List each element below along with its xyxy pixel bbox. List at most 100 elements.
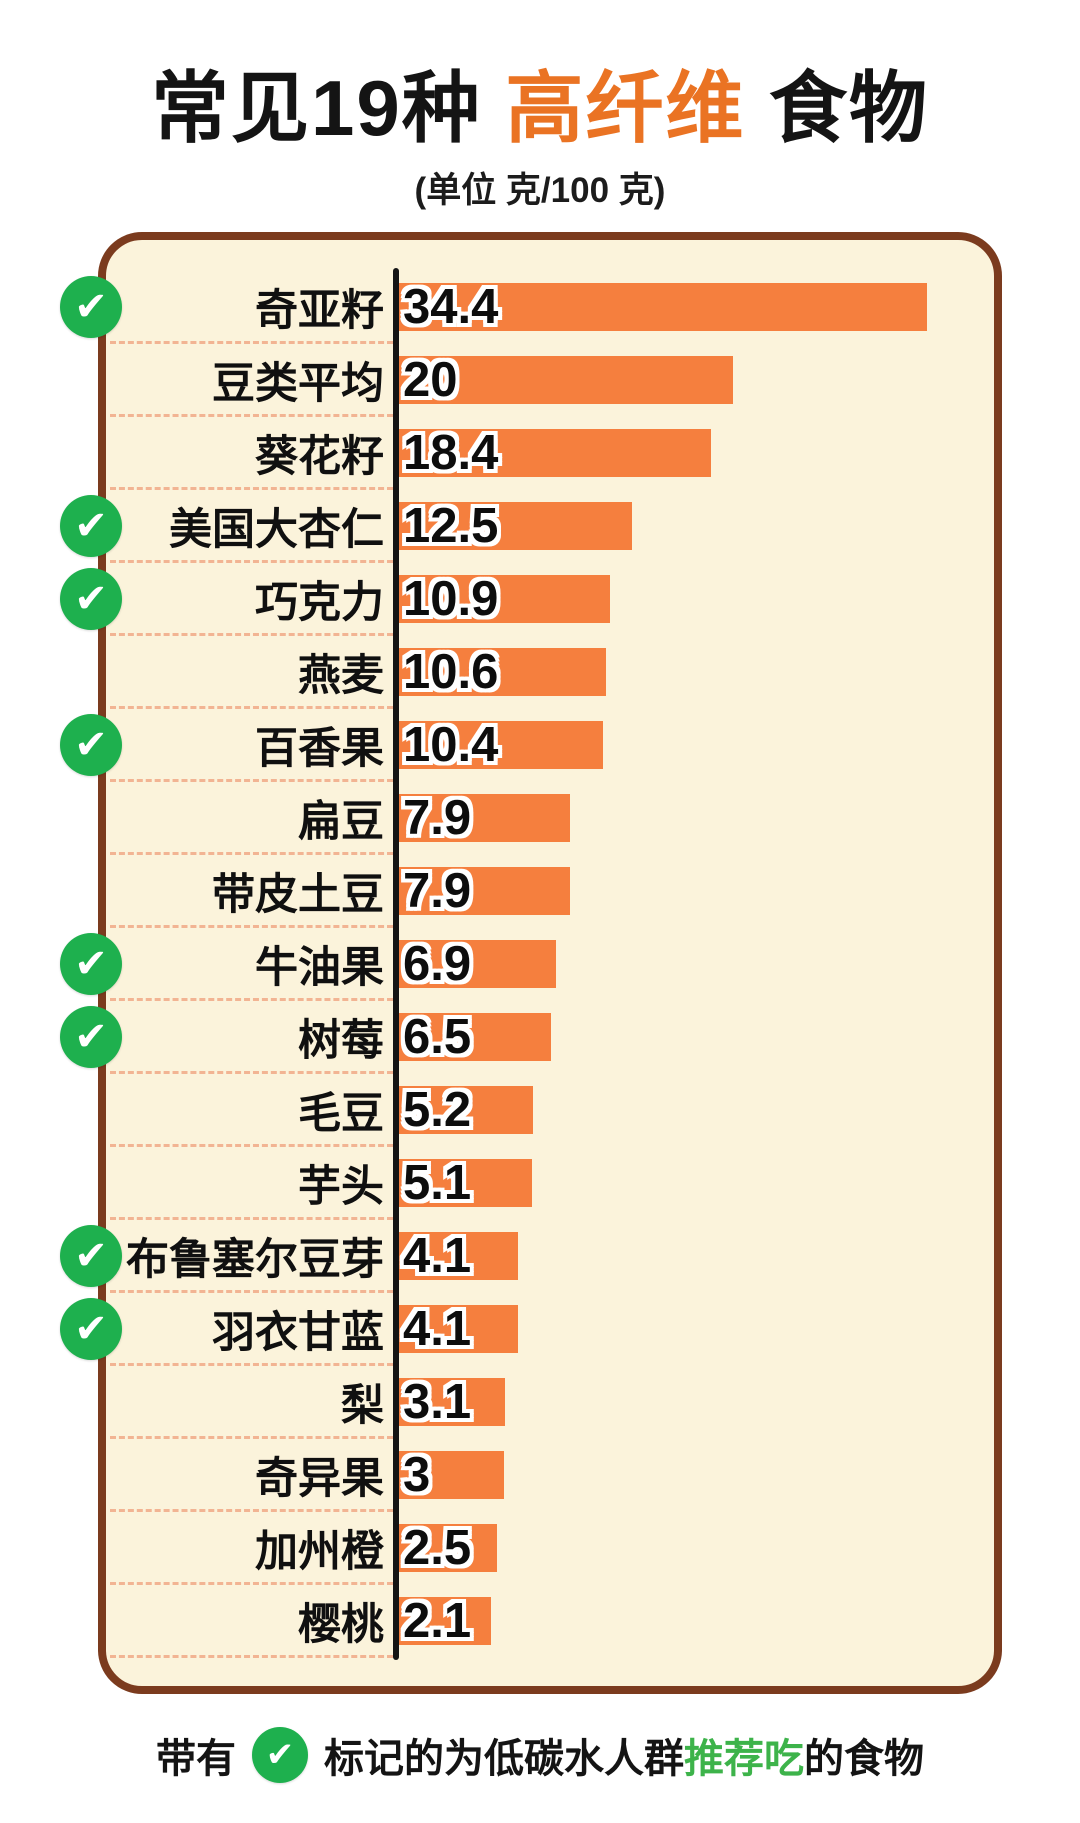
recommended-check-icon: ✔: [60, 713, 122, 776]
fiber-bar: [399, 282, 927, 331]
food-label: 牛油果: [255, 943, 384, 992]
fiber-value: 2.5: [403, 1520, 472, 1575]
fiber-bar: [399, 1450, 504, 1499]
fiber-bar: [399, 720, 603, 769]
food-label: 葵花籽: [255, 432, 384, 481]
fiber-value: 10.9: [403, 571, 499, 626]
chart-row: 梨 3.1: [106, 1365, 994, 1439]
page-title: 常见19种 高纤维 食物: [0, 46, 1080, 158]
chart-row: 带皮土豆 7.9: [106, 854, 994, 928]
fiber-value: 6.9: [403, 936, 472, 991]
fiber-value: 5.1: [403, 1155, 472, 1210]
row-divider: [110, 1509, 393, 1512]
recommended-check-icon: ✔: [60, 1297, 122, 1360]
food-label: 毛豆: [298, 1089, 384, 1138]
fiber-bar: [399, 1596, 491, 1645]
legend-text-before: 带有: [156, 1737, 236, 1781]
row-divider: [110, 1436, 393, 1439]
chart-row: ✔ 百香果 10.4: [60, 708, 994, 782]
recommended-check-icon: ✔: [60, 1005, 122, 1068]
food-label: 百香果: [255, 724, 384, 773]
row-divider: [110, 779, 393, 782]
fiber-bar: [399, 1085, 533, 1134]
fiber-value: 5.2: [403, 1082, 472, 1137]
food-label: 奇亚籽: [255, 286, 384, 335]
food-label: 梨: [341, 1381, 384, 1430]
food-label: 豆类平均: [212, 359, 384, 408]
row-divider: [110, 1655, 393, 1658]
food-label: 加州橙: [255, 1527, 384, 1576]
title-highlight: 高纤维: [505, 64, 746, 152]
recommended-check-icon: ✔: [60, 494, 122, 557]
chart-row: 毛豆 5.2: [106, 1073, 994, 1147]
chart-row: ✔ 布鲁塞尔豆芽 4.1: [60, 1219, 994, 1293]
legend-text-after: 标记的为低碳水人群推荐吃的食物: [324, 1726, 924, 1784]
food-label: 带皮土豆: [212, 870, 384, 919]
fiber-bar: [399, 1012, 551, 1061]
chart-row: 葵花籽 18.4: [106, 416, 994, 490]
row-divider: [110, 341, 393, 344]
fiber-value: 34.4: [403, 279, 499, 334]
fiber-value: 3: [403, 1447, 431, 1502]
fiber-value: 10.6: [403, 644, 499, 699]
recommended-check-icon: ✔: [60, 275, 122, 338]
food-label: 美国大杏仁: [169, 505, 384, 554]
chart-row: 燕麦 10.6: [106, 635, 994, 709]
chart-row: 樱桃 2.1: [106, 1584, 994, 1658]
fiber-bar: [399, 574, 610, 623]
chart-row: ✔ 奇亚籽 34.4: [60, 270, 994, 344]
fiber-value: 7.9: [403, 863, 472, 918]
chart-card: ✔ 奇亚籽 34.4 豆类平均 20 葵花籽 18.4 ✔ 美国大杏仁 12.5 ✔ 巧克力 10.9 燕…: [60, 232, 1002, 1694]
chart-row: ✔ 牛油果 6.9: [60, 927, 994, 1001]
row-divider: [110, 925, 393, 928]
chart-row: ✔ 羽衣甘蓝 4.1: [60, 1292, 994, 1366]
fiber-bar: [399, 793, 570, 842]
fiber-value: 20: [403, 352, 458, 407]
chart-row: ✔ 美国大杏仁 12.5: [60, 489, 994, 563]
chart-row: ✔ 树莓 6.5: [60, 1000, 994, 1074]
fiber-value: 18.4: [403, 425, 499, 480]
fiber-bar: [399, 1523, 497, 1572]
fiber-bar: [399, 355, 733, 404]
check-circle-icon: ✔: [252, 1727, 308, 1783]
fiber-bar: [399, 1231, 518, 1280]
food-label: 树莓: [298, 1016, 384, 1065]
fiber-value: 6.5: [403, 1009, 472, 1064]
legend-highlight: 推荐吃: [684, 1737, 804, 1781]
food-label: 巧克力: [255, 578, 384, 627]
fiber-bar: [399, 939, 556, 988]
fiber-value: 7.9: [403, 790, 472, 845]
fiber-value: 4.1: [403, 1301, 472, 1356]
legend-text-end: 的食物: [804, 1737, 924, 1781]
chart-row: 豆类平均 20: [106, 343, 994, 417]
chart-row: 芋头 5.1: [106, 1146, 994, 1220]
legend-text-mid: 标记的为低碳水人群: [324, 1737, 684, 1781]
title-suffix: 食物: [745, 64, 930, 152]
unit-subtitle: (单位 克/100 克): [414, 171, 666, 210]
row-divider: [110, 560, 393, 563]
food-label: 羽衣甘蓝: [212, 1308, 384, 1357]
chart-row: 扁豆 7.9: [106, 781, 994, 855]
chart-row: 奇异果 3: [106, 1438, 994, 1512]
chart-row: 加州橙 2.5: [106, 1511, 994, 1585]
fiber-bar: [399, 1158, 532, 1207]
row-divider: [110, 998, 393, 1001]
row-divider: [110, 1071, 393, 1074]
row-divider: [110, 487, 393, 490]
recommended-check-icon: ✔: [60, 932, 122, 995]
recommended-check-icon: ✔: [60, 567, 122, 630]
food-label: 燕麦: [298, 651, 384, 700]
fiber-bar: [399, 647, 606, 696]
row-divider: [110, 633, 393, 636]
recommended-check-icon: ✔: [60, 1224, 122, 1287]
chart-row: ✔ 巧克力 10.9: [60, 562, 994, 636]
food-label: 奇异果: [255, 1454, 384, 1503]
fiber-value: 4.1: [403, 1228, 472, 1283]
row-divider: [110, 1363, 393, 1366]
row-divider: [110, 852, 393, 855]
fiber-bar: [399, 1304, 518, 1353]
row-divider: [110, 1217, 393, 1220]
fiber-value: 10.4: [403, 717, 499, 772]
fiber-bar: [399, 501, 632, 550]
fiber-bar: [399, 1377, 505, 1426]
